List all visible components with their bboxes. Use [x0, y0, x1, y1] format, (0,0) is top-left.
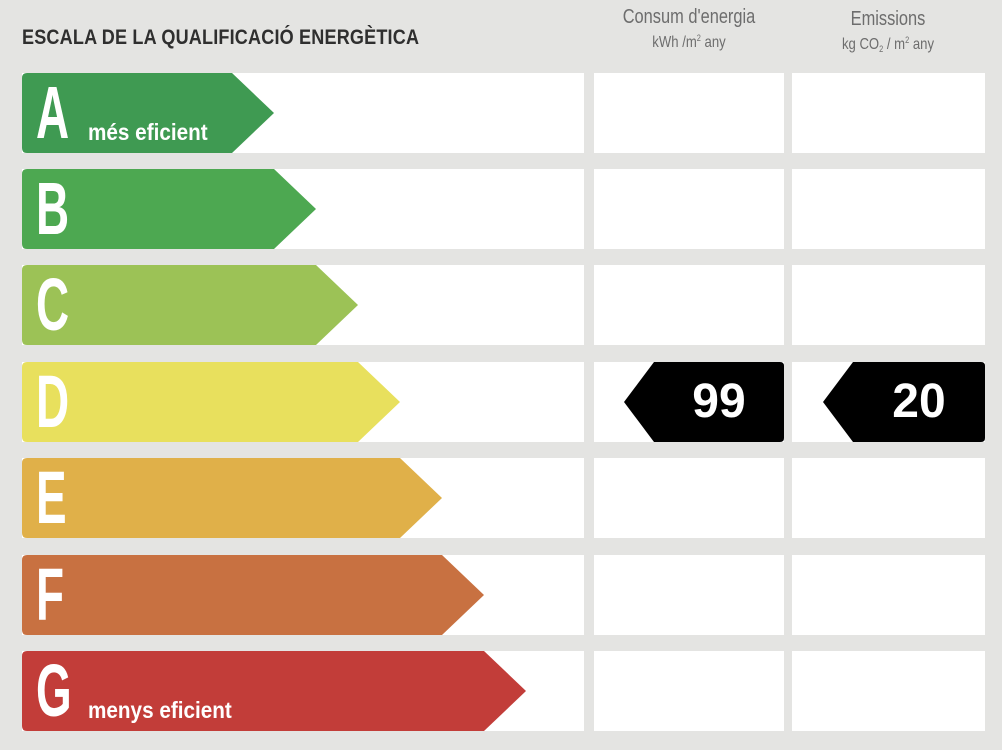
rating-letter: F [36, 553, 65, 636]
energy-column-unit: kWh /m2 any [652, 33, 726, 51]
emissions-value-badge: 20 [823, 362, 985, 442]
emissions-column-unit: kg CO2 / m2 any [841, 35, 935, 54]
badge-value: 20 [892, 375, 946, 428]
energy-value-badge: 99 [624, 362, 784, 442]
page-title: ESCALA DE LA QUALIFICACIÓ ENERGÈTICA [22, 26, 420, 49]
rating-arrow-f: F [22, 553, 484, 636]
rating-sublabel: menys eficient [88, 697, 232, 723]
energy-cell [594, 265, 784, 345]
rating-arrow-c: C [22, 263, 358, 346]
rating-row-d: D 99 20 [0, 360, 1002, 443]
scale-cell: C [22, 263, 584, 346]
energy-cell [594, 651, 784, 731]
rating-letter: E [36, 456, 67, 539]
scale-cell: D [22, 360, 584, 443]
rating-arrow-e: E [22, 456, 442, 539]
emissions-column-header: Emissions kg CO2 / m2 any [792, 8, 984, 54]
energy-cell: 99 [594, 362, 784, 442]
emissions-cell: 20 [792, 362, 985, 442]
rating-row-f: F [0, 553, 1002, 636]
rating-letter: D [36, 360, 70, 443]
energy-cell [594, 458, 784, 538]
emissions-cell [792, 73, 985, 153]
rating-sublabel: més eficient [88, 119, 208, 145]
rating-row-b: B [0, 167, 1002, 250]
rating-arrow-d: D [22, 360, 400, 443]
rating-row-e: E [0, 456, 1002, 539]
emissions-cell [792, 458, 985, 538]
energy-cell [594, 73, 784, 153]
rating-arrow-b: B [22, 167, 316, 250]
emissions-column-title: Emissions [850, 8, 926, 30]
energy-cell [594, 555, 784, 635]
rating-letter: A [36, 71, 70, 154]
emissions-cell [792, 651, 985, 731]
badge-value: 99 [692, 375, 746, 428]
rating-row-c: C [0, 263, 1002, 346]
emissions-cell [792, 265, 985, 345]
rating-letter: C [36, 263, 70, 346]
energy-cell [594, 169, 784, 249]
scale-cell: F [22, 553, 584, 636]
energy-column-header: Consum d'energia kWh /m2 any [594, 6, 784, 52]
rating-letter: B [36, 167, 70, 250]
emissions-cell [792, 169, 985, 249]
scale-cell: E [22, 456, 584, 539]
energy-column-title: Consum d'energia [622, 6, 756, 28]
rating-letter: G [36, 649, 72, 732]
emissions-cell [792, 555, 985, 635]
scale-cell: B [22, 167, 584, 250]
